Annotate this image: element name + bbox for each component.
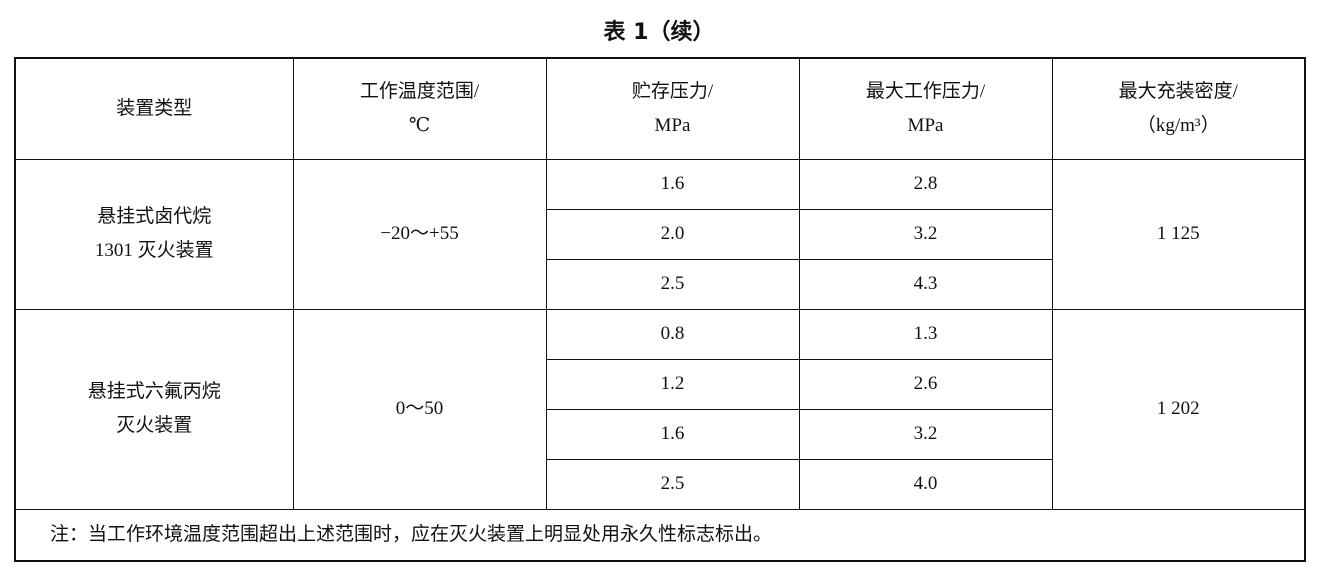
header-cell: 工作温度范围/ ℃ [292,57,547,160]
max-pressure-cell: 3.2 [798,408,1053,460]
max-pressure-cell: 4.3 [798,258,1053,310]
storage-pressure-cell: 1.2 [545,358,800,410]
data-row: 2.0 3.2 [15,208,1305,260]
cell-line: 1301 灭火装置 [94,240,214,261]
header-cell: 装置类型 [14,57,294,160]
cell-line: 悬挂式六氟丙烷 [87,381,221,402]
max-pressure-cell: 2.6 [798,358,1053,410]
device-cell: 悬挂式卤代烷 1301 灭火装置 [14,158,294,310]
table-title: 表 1（续） [603,20,715,45]
cell-line: MPa [654,114,691,136]
cell-line: 工作温度范围/ [359,80,480,102]
cell-line: 最大充装密度/ [1118,80,1238,102]
cell-line: （kg/m³） [1136,114,1220,136]
header-cell: 最大工作压力/MPa [798,57,1053,160]
header-cell: 最大充装密度/ （kg/m³） [1051,57,1306,160]
temperature-cell: −20～+55 [292,158,547,310]
cell-line: MPa [907,114,944,136]
max-pressure-cell: 3.2 [798,208,1053,260]
cell-line: 最大工作压力/ [865,80,986,102]
data-row: 1.2 2.6 [15,358,1305,410]
data-row: 悬挂式卤代烷 1301 灭火装置 −20～+55 1.6 2.8 1 125 [14,158,1306,310]
header-row: 装置类型 工作温度范围/℃ 贮存压力/MPa 最大工作压力/MPa 最大充装密度/（kg… [14,57,1306,160]
storage-pressure-cell: 2.5 [545,458,800,510]
storage-pressure-cell: 2.5 [545,258,800,310]
storage-pressure-cell: 1.6 [545,158,800,210]
storage-pressure-cell: 2.0 [545,208,800,260]
density-cell: 1 202 [1051,308,1306,510]
note-row: 注：当工作环境温度范围超出上述范围时，应在灭火装置上明显处用永久性标志标出。 [14,508,1306,562]
max-pressure-cell: 4.0 [798,458,1053,510]
data-row: 2.5 4.0 [15,458,1305,510]
cell-line: ℃ [408,114,431,136]
max-pressure-cell: 1.3 [798,308,1053,360]
cell-line: 悬挂式卤代烷 [97,206,212,227]
header-cell: 贮存压力/MPa [545,57,800,160]
cell-line: 灭火装置 [116,415,193,436]
storage-pressure-cell: 0.8 [545,308,800,360]
max-pressure-cell: 2.8 [798,158,1053,210]
storage-pressure-cell: 1.6 [545,408,800,460]
data-row: 2.5 4.3 [15,258,1305,310]
device-cell: 悬挂式六氟丙烷 灭火装置 [14,308,294,510]
note-cell: 注：当工作环境温度范围超出上述范围时，应在灭火装置上明显处用永久性标志标出。 [14,508,1306,562]
data-row: 悬挂式六氟丙烷 灭火装置 0～50 0.8 1.3 1 202 [14,308,1306,510]
cell-line: 贮存压力/ [631,80,714,102]
cell-line: 装置类型 [116,97,193,119]
data-row: 1.6 3.2 [15,408,1305,460]
density-cell: 1 125 [1051,158,1306,310]
temperature-cell: 0～50 [292,308,547,510]
data-table: 装置类型 工作温度范围/℃ 贮存压力/MPa 最大工作压力/MPa 最大充装密度/（kg… [14,57,1306,562]
